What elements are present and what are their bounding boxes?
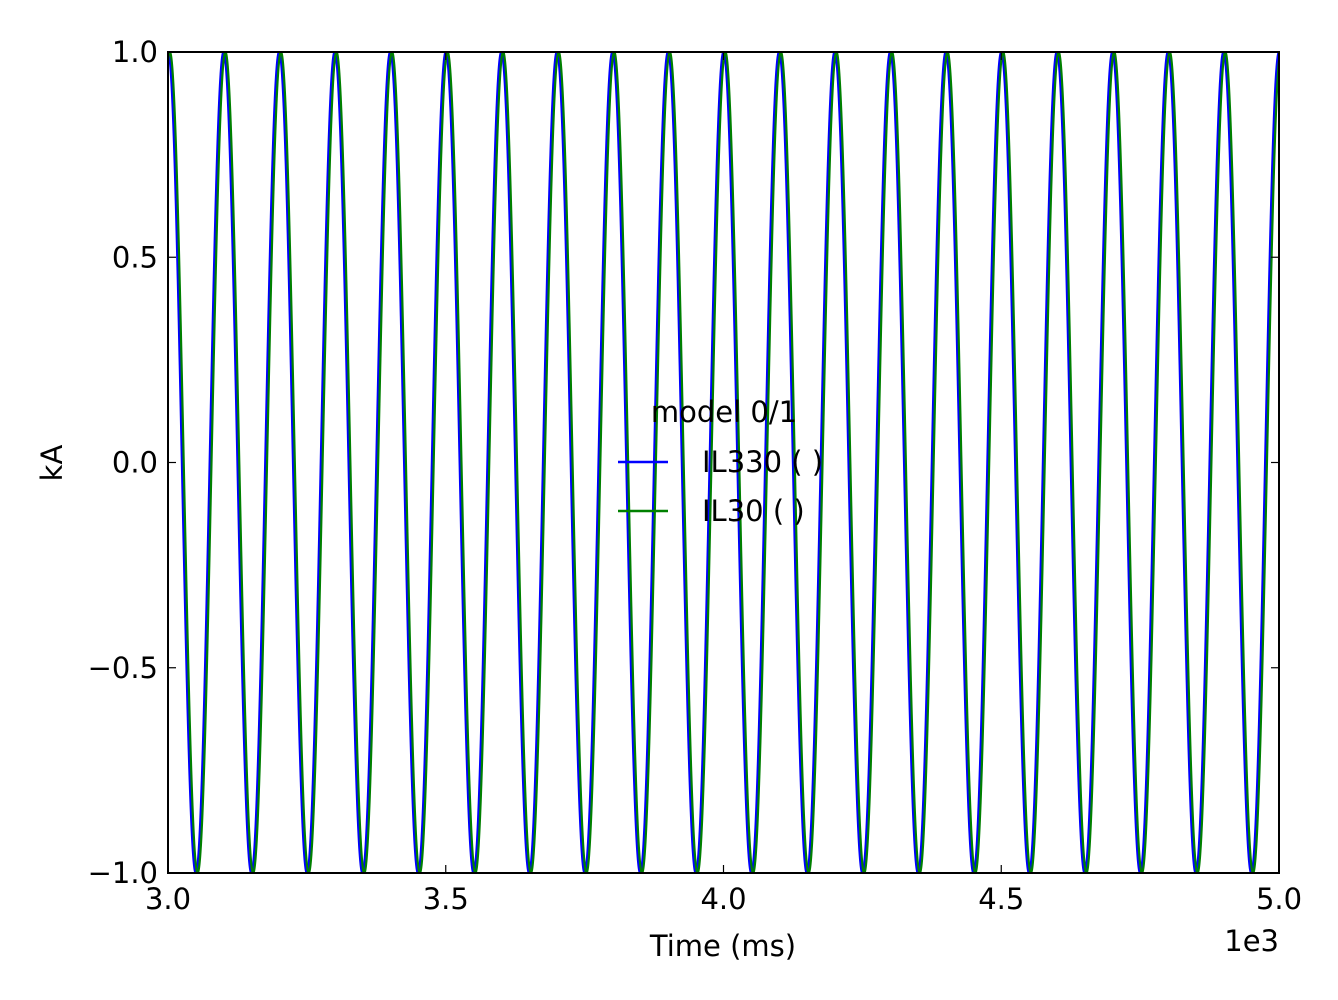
y-tick-label: −0.5: [88, 651, 158, 685]
y-tick-label: 0.0: [112, 446, 158, 480]
x-tick-label: 3.5: [423, 882, 469, 916]
x-tick-label: 5.0: [1256, 882, 1302, 916]
x-tick-label: 3.0: [145, 882, 191, 916]
x-axis-label: Time (ms): [649, 929, 796, 963]
y-tick-label: 0.5: [112, 240, 158, 274]
x-offset-label: 1e3: [1224, 924, 1279, 958]
x-tick-label: 4.5: [978, 882, 1024, 916]
y-tick-label: 1.0: [112, 35, 158, 69]
series-layer: [168, 52, 1279, 873]
legend-label-il30: IL30 ( ): [702, 494, 805, 528]
ticks-layer: 3.0 3.5 4.0 4.5 5.0 −1.0 −0.5 0.0 0.5 1.0: [88, 35, 1302, 916]
plot-frame: [167, 51, 1280, 874]
legend-label-il330: IL330 ( ): [702, 445, 823, 479]
y-tick-label: −1.0: [88, 856, 158, 890]
x-tick-label: 4.0: [700, 882, 746, 916]
legend: model 0/1 IL330 ( ) IL30 ( ): [618, 395, 823, 528]
series-line-il30: [168, 52, 1279, 873]
legend-title: model 0/1: [651, 395, 797, 429]
series-line-il330: [168, 52, 1279, 873]
y-axis-label: kA: [35, 445, 69, 482]
